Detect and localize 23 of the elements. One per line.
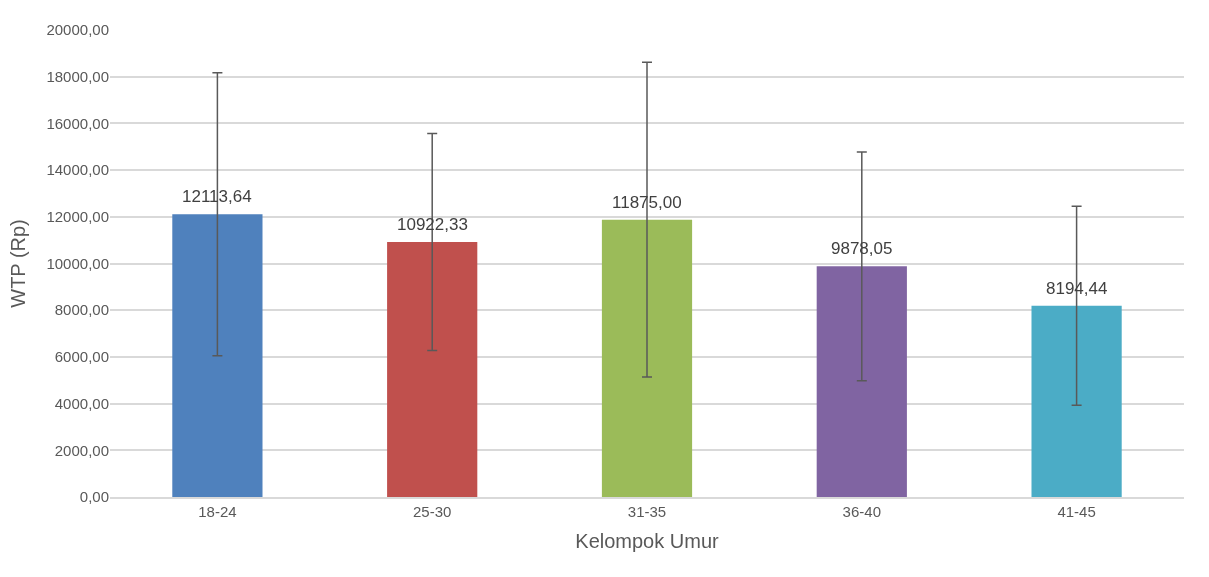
bar <box>172 214 263 497</box>
y-tick-label: 14000,00 <box>46 161 109 179</box>
x-tick-label: 18-24 <box>198 502 237 520</box>
bar <box>1031 305 1122 497</box>
y-tick-label: 6000,00 <box>54 348 109 366</box>
x-tick-label: 41-45 <box>1057 502 1096 520</box>
y-tick-label: 20000,00 <box>46 21 109 39</box>
x-tick-label: 36-40 <box>842 502 881 520</box>
y-tick-label: 4000,00 <box>54 394 109 412</box>
y-tick-label: 12000,00 <box>46 208 109 226</box>
y-tick-label: 0,00 <box>79 488 109 506</box>
bar <box>816 266 907 497</box>
x-tick-label: 25-30 <box>413 502 452 520</box>
y-tick-label: 2000,00 <box>54 441 109 459</box>
y-tick-label: 18000,00 <box>46 67 109 85</box>
y-axis-title: WTP (Rp) <box>6 219 29 308</box>
y-tick-label: 8000,00 <box>54 301 109 319</box>
bar <box>387 241 478 497</box>
x-axis-title: Kelompok Umur <box>575 529 720 552</box>
y-tick-label: 16000,00 <box>46 114 109 132</box>
y-tick-label: 10000,00 <box>46 254 109 272</box>
bar <box>601 219 693 497</box>
x-tick-label: 31-35 <box>627 502 667 520</box>
